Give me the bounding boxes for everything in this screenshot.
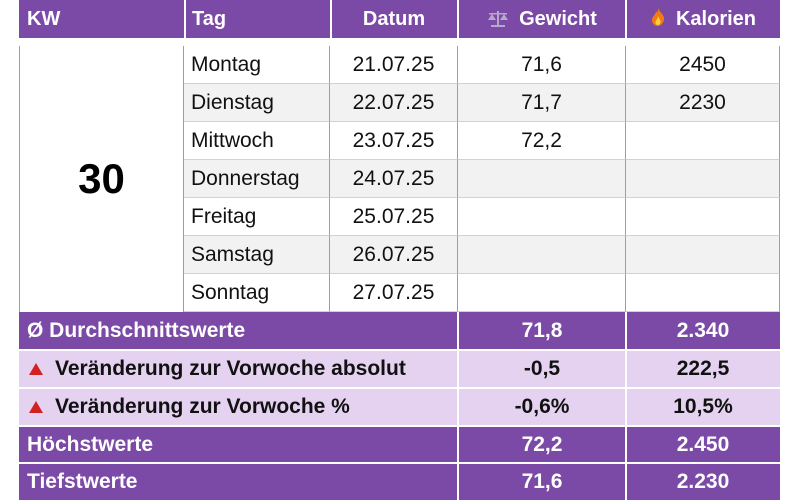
min-calories: 2.230 xyxy=(626,463,780,500)
separator xyxy=(19,462,780,464)
day-calories-5 xyxy=(626,198,780,236)
day-calories-3 xyxy=(626,122,780,160)
day-name-2: Dienstag xyxy=(184,84,330,122)
day-name-4: Donnerstag xyxy=(184,160,330,198)
day-name-1: Montag xyxy=(184,46,330,84)
day-name-7: Sonntag xyxy=(184,274,330,312)
flame-icon xyxy=(650,7,666,32)
separator xyxy=(19,425,780,427)
day-date-1: 21.07.25 xyxy=(330,46,458,84)
day-weight-3: 72,2 xyxy=(458,122,626,160)
day-name-6: Samstag xyxy=(184,236,330,274)
header-tag: Tag xyxy=(184,0,330,38)
separator xyxy=(457,312,459,500)
min-label: Tiefstwerte xyxy=(19,463,458,500)
change-abs-weight: -0,5 xyxy=(458,350,626,388)
day-date-5: 25.07.25 xyxy=(330,198,458,236)
change-abs-label: Veränderung zur Vorwoche absolut xyxy=(55,357,406,380)
header-gewicht: Gewicht xyxy=(458,0,626,38)
change-pct-label: Veränderung zur Vorwoche % xyxy=(55,395,350,418)
day-name-3: Mittwoch xyxy=(184,122,330,160)
day-weight-5 xyxy=(458,198,626,236)
change-abs-calories: 222,5 xyxy=(626,350,780,388)
max-weight: 72,2 xyxy=(458,426,626,463)
change-pct-calories: 10,5% xyxy=(626,388,780,426)
separator xyxy=(625,312,627,500)
day-date-3: 23.07.25 xyxy=(330,122,458,160)
day-weight-7 xyxy=(458,274,626,312)
day-calories-1: 2450 xyxy=(626,46,780,84)
avg-label: Ø Durchschnittswerte xyxy=(19,312,458,350)
day-calories-4 xyxy=(626,160,780,198)
max-calories: 2.450 xyxy=(626,426,780,463)
day-date-6: 26.07.25 xyxy=(330,236,458,274)
avg-weight: 71,8 xyxy=(458,312,626,350)
header-kalorien-label: Kalorien xyxy=(675,7,757,30)
change-pct-row-label: Veränderung zur Vorwoche % xyxy=(19,388,458,426)
min-weight: 71,6 xyxy=(458,463,626,500)
separator xyxy=(184,0,186,38)
day-calories-6 xyxy=(626,236,780,274)
day-weight-2: 71,7 xyxy=(458,84,626,122)
day-date-2: 22.07.25 xyxy=(330,84,458,122)
week-number: 30 xyxy=(19,46,184,312)
day-calories-7 xyxy=(626,274,780,312)
separator xyxy=(457,0,459,38)
header-kalorien: Kalorien xyxy=(626,0,780,38)
header-gewicht-label: Gewicht xyxy=(519,7,597,30)
day-weight-4 xyxy=(458,160,626,198)
header-kw: KW xyxy=(19,0,184,38)
avg-calories: 2.340 xyxy=(626,312,780,350)
max-label: Höchstwerte xyxy=(19,426,458,463)
scale-icon xyxy=(487,10,509,28)
separator xyxy=(625,0,627,38)
triangle-up-icon xyxy=(29,363,43,375)
day-date-7: 27.07.25 xyxy=(330,274,458,312)
day-weight-1: 71,6 xyxy=(458,46,626,84)
day-name-5: Freitag xyxy=(184,198,330,236)
day-weight-6 xyxy=(458,236,626,274)
day-date-4: 24.07.25 xyxy=(330,160,458,198)
separator xyxy=(330,0,332,38)
separator xyxy=(19,387,780,389)
separator xyxy=(19,349,780,351)
header-datum: Datum xyxy=(330,0,458,38)
triangle-up-icon xyxy=(29,401,43,413)
change-pct-weight: -0,6% xyxy=(458,388,626,426)
weekly-table: KW Tag Datum Gewicht Kalorien 30 Montag … xyxy=(19,0,780,500)
change-abs-row-label: Veränderung zur Vorwoche absolut xyxy=(19,350,458,388)
day-calories-2: 2230 xyxy=(626,84,780,122)
